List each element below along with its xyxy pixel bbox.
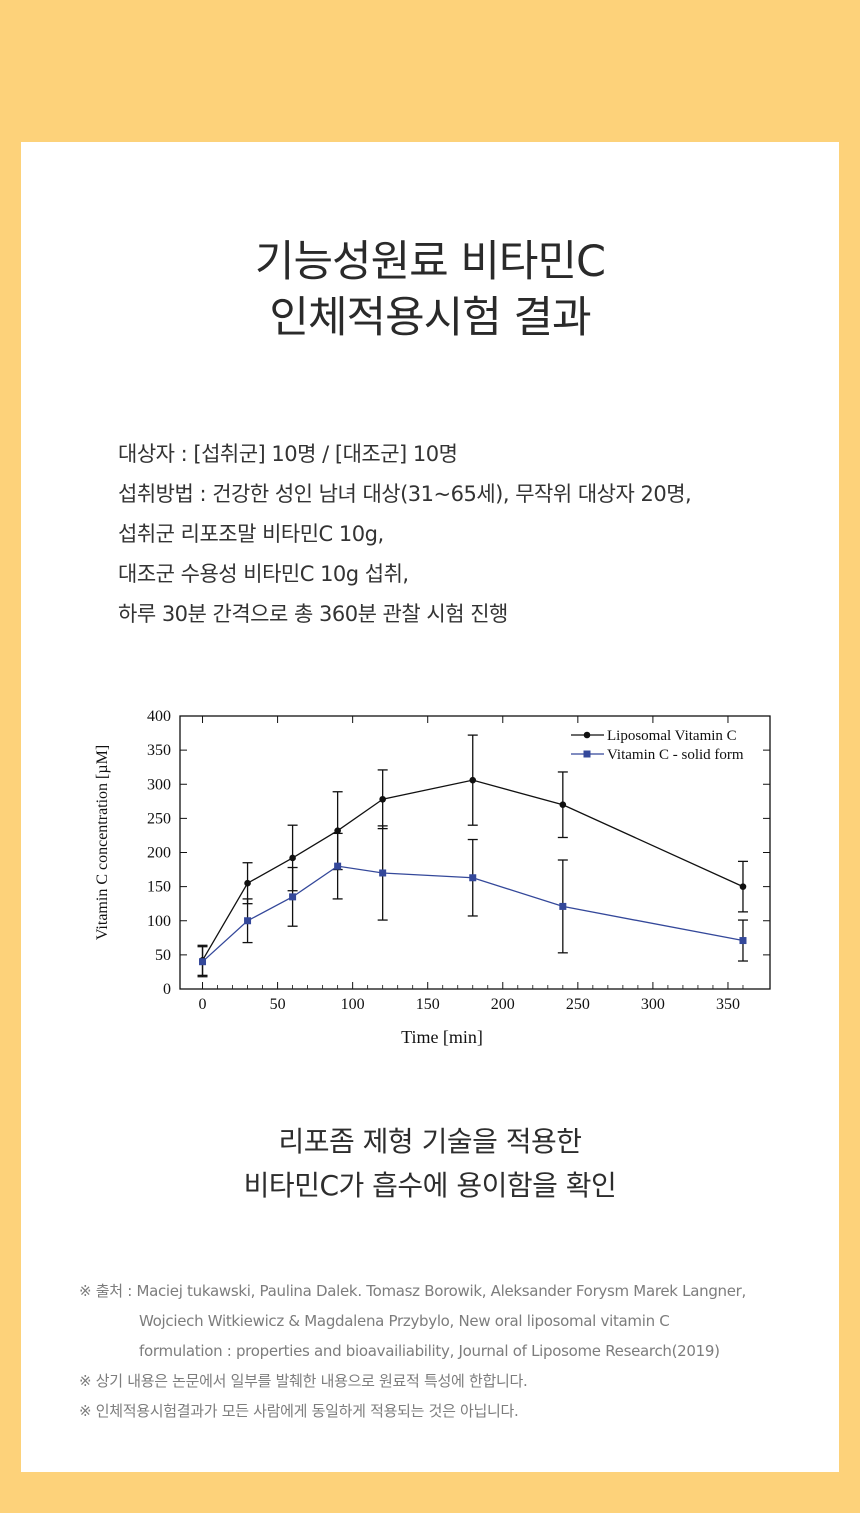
y-tick-label: 400 xyxy=(147,708,171,725)
x-tick-label: 150 xyxy=(416,996,440,1013)
page-title: 기능성원료 비타민C 인체적용시험 결과 xyxy=(21,234,839,346)
title-line-2: 인체적용시험 결과 xyxy=(269,293,591,343)
data-point xyxy=(469,874,477,882)
source-line: formulation : properties and bioavailiab… xyxy=(139,1342,720,1360)
source-row: ※ 출처 : Maciej tukawski, Paulina Dalek. T… xyxy=(79,1276,819,1306)
x-tick-label: 50 xyxy=(270,996,286,1013)
x-tick-label: 300 xyxy=(641,996,665,1013)
info-line: 하루 30분 간격으로 총 360분 관찰 시험 진행 xyxy=(118,602,508,626)
series-solid xyxy=(197,825,748,978)
legend-marker xyxy=(583,731,591,739)
data-point xyxy=(739,883,747,890)
legend-label: Vitamin C - solid form xyxy=(607,747,744,763)
y-tick-label: 350 xyxy=(147,742,171,759)
source-line: Maciej tukawski, Paulina Dalek. Tomasz B… xyxy=(136,1282,747,1300)
data-point xyxy=(334,827,341,834)
data-point xyxy=(559,902,567,910)
y-tick-label: 50 xyxy=(155,947,171,964)
y-tick-label: 200 xyxy=(147,845,171,862)
legend-label: Liposomal Vitamin C xyxy=(607,728,737,744)
data-point xyxy=(334,862,342,870)
y-tick-label: 100 xyxy=(147,913,171,930)
info-line: 대상자 : [섭취군] 10명 / [대조군] 10명 xyxy=(118,442,458,466)
references: ※ 출처 : Maciej tukawski, Paulina Dalek. T… xyxy=(79,1276,819,1426)
y-tick-label: 0 xyxy=(163,981,171,998)
source-prefix: ※ 출처 : xyxy=(79,1282,137,1300)
data-point xyxy=(199,958,207,966)
x-tick-label: 100 xyxy=(341,996,365,1013)
study-info: 대상자 : [섭취군] 10명 / [대조군] 10명 섭취방법 : 건강한 성… xyxy=(118,434,818,634)
y-tick-label: 150 xyxy=(147,879,171,896)
info-line: 대조군 수용성 비타민C 10g 섭취, xyxy=(118,562,409,586)
data-point xyxy=(289,854,296,862)
source-line: Wojciech Witkiewicz & Magdalena Przybylo… xyxy=(139,1312,670,1330)
data-point xyxy=(289,893,297,901)
x-tick-label: 250 xyxy=(566,996,590,1013)
x-tick-label: 200 xyxy=(491,996,515,1013)
legend-marker xyxy=(583,750,591,758)
summary-line-2: 비타민C가 흡수에 용이함을 확인 xyxy=(243,1169,617,1202)
info-line: 섭취방법 : 건강한 성인 남녀 대상(31~65세), 무작위 대상자 20명… xyxy=(118,482,692,506)
data-point xyxy=(379,795,386,803)
result-summary: 리포좀 제형 기술을 적용한 비타민C가 흡수에 용이함을 확인 xyxy=(21,1120,839,1208)
series-liposomal xyxy=(197,734,748,977)
series-line xyxy=(202,865,744,963)
x-tick-label: 0 xyxy=(199,996,207,1013)
x-tick-label: 350 xyxy=(716,996,740,1013)
y-tick-label: 300 xyxy=(147,776,171,793)
title-line-1: 기능성원료 비타민C xyxy=(254,237,606,287)
y-axis-label: Vitamin C concentration [µM] xyxy=(94,745,111,940)
x-axis-label: Time [min] xyxy=(401,1027,483,1047)
data-point xyxy=(379,869,387,877)
summary-line-1: 리포좀 제형 기술을 적용한 xyxy=(278,1125,582,1158)
info-line: 섭취군 리포조말 비타민C 10g, xyxy=(118,522,384,546)
chart-svg: 0 50 100 150 200 250 300 350 0 50 100 150 200 250 300 3… xyxy=(94,708,771,1047)
series-line xyxy=(201,779,744,961)
data-point xyxy=(244,879,251,887)
note-line: ※ 상기 내용은 논문에서 일부를 발췌한 내용으로 원료적 특성에 한합니다. xyxy=(79,1372,528,1390)
y-tick-label: 250 xyxy=(147,810,171,827)
concentration-chart: 0 50 100 150 200 250 300 350 0 50 100 150 200 250 300 3… xyxy=(81,697,781,1061)
content-card: 기능성원료 비타민C 인체적용시험 결과 대상자 : [섭취군] 10명 / [… xyxy=(21,142,839,1472)
data-point xyxy=(469,776,477,784)
data-point xyxy=(739,937,747,945)
note-line: ※ 인체적용시험결과가 모든 사람에게 동일하게 적용되는 것은 아닙니다. xyxy=(79,1402,519,1420)
data-point xyxy=(559,801,567,809)
data-point xyxy=(244,917,252,925)
